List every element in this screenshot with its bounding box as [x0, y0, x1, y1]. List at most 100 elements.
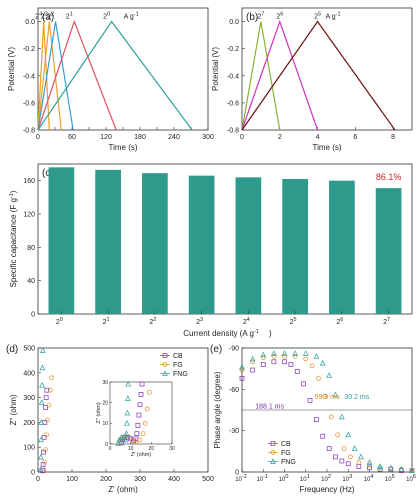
panel-c-xtick-label-4: 24 [243, 317, 250, 326]
panel-d-inset-ylabel: Z'' (ohm) [96, 402, 102, 424]
panel-d-inset-point-FNG [125, 380, 132, 387]
panel-e-point-CB [301, 381, 306, 387]
panel-e-xtick-label: 100 [279, 474, 289, 483]
panel-c-xtick-label-5: 25 [290, 317, 297, 326]
panel-d-xlabel: Z' (ohm) [108, 485, 138, 494]
panel-d-inset-point-CB [138, 392, 144, 397]
panel-d-inset-xtick-label: 30 [169, 446, 175, 452]
panel-d-point-FG [42, 459, 47, 465]
panel-a-series-0 [37, 21, 50, 131]
panel-e-point-FNG [409, 467, 415, 473]
panel-d-legend-marker [162, 370, 168, 376]
panel-c-xlabel: Current density (A g-1 [183, 329, 259, 338]
panel-e-point-FNG [292, 350, 298, 356]
panel-b-xtick-label: 6 [353, 134, 357, 141]
panel-d-inset-point-FG [133, 439, 139, 445]
panel-e-legend-marker [270, 441, 276, 446]
panel-d-inset-point-FG [146, 389, 152, 395]
panel-b-ytick-label: -0.2 [227, 46, 239, 53]
panel-e-ytick-label: -30 [229, 428, 239, 435]
panel-a-series-label-0: 24 [35, 12, 42, 21]
panel-d-point-CB [40, 462, 46, 467]
panel-d-point-CB [43, 395, 49, 400]
panel-d-point-FG [43, 447, 48, 453]
panel-b-series-label-2: 25 [314, 12, 321, 21]
panel-d-inset-point-FNG [122, 436, 129, 443]
panel-e-point-FG [292, 353, 298, 359]
panel-b-ytick-label: -0.6 [227, 100, 239, 107]
panel-c-bar-0 [48, 167, 75, 314]
panel-d-inset-point-FNG [120, 434, 127, 441]
panel-a-xtick-label: 0 [36, 134, 40, 141]
panel-e-legend-CB: CB [281, 441, 291, 448]
panel-c-ytick-label: 120 [23, 212, 35, 219]
panel-d-ytick-label: 200 [23, 420, 35, 427]
panel-c-xtick-label-2: 22 [149, 317, 156, 326]
panel-e-point-CB [377, 466, 383, 472]
panel-d-point-FNG [39, 347, 46, 353]
panel-c-ylabel: Specific capacitance (F g-1) [9, 190, 18, 287]
panel-c-ytick-label: 80 [27, 245, 35, 252]
panel-e-xtick-label: 106 [406, 474, 416, 483]
panel-e-point-FNG [398, 465, 405, 472]
panel-c-ytick-label: 160 [23, 178, 35, 185]
panel-d-legend-marker [162, 362, 168, 367]
panel-a-xtick-label: 240 [168, 134, 180, 141]
panel-d-inset-point-FG [130, 438, 136, 444]
panel-b-frame [241, 7, 413, 131]
panel-e-legend-marker [270, 450, 276, 455]
panel-e-point-CB [307, 398, 313, 403]
panel-a-series-label-3: 21 [66, 12, 73, 21]
panel-c-annotation: 86.1% [376, 172, 402, 182]
panel-e-point-FNG [366, 459, 373, 465]
panel-b-xtick-label: 0 [240, 134, 244, 141]
panel-d-inset-xlabel: Z' (ohm) [131, 452, 151, 458]
panel-e-point-FG [309, 363, 315, 369]
panel-c-bar-5 [282, 179, 308, 314]
panel-a-xtick-label: 60 [68, 134, 76, 141]
panel-d-legend-marker [162, 353, 168, 358]
panel-d-ytick-label: 400 [23, 370, 35, 377]
panel-e-point-FG [303, 356, 309, 362]
panel-e-xtick-label: 10-2 [235, 474, 247, 483]
panel-e-point-FNG [281, 350, 288, 356]
panel-e-point-FNG [302, 350, 309, 356]
panel-d-inset-point-CB [136, 412, 142, 418]
panel-a-series-label-1: 23 [41, 12, 48, 21]
panel-e-point-FNG [332, 391, 339, 398]
panel-a-ytick-label: -0.8 [23, 128, 35, 135]
panel-e-point-CB [333, 454, 338, 460]
panel-c-bar-7 [375, 188, 402, 314]
panel-e-point-FNG [345, 431, 352, 438]
panel-b-label: (b) [246, 12, 258, 23]
panel-c-frame [37, 163, 413, 315]
panel-d-inset-point-FNG [124, 409, 131, 416]
panel-e-ytick-label: 0 [235, 470, 239, 477]
panel-c-xtick-label-7: 27 [383, 317, 390, 326]
panel-a-series-label-2: 22 [47, 12, 54, 21]
panel-e-point-CB [282, 359, 287, 365]
panel-d-point-FNG [38, 453, 44, 460]
panel-c-xtick-label-3: 23 [196, 317, 203, 326]
panel-d-ylabel: Z'' (ohm) [9, 394, 18, 425]
panel-d-ytick-label: 500 [23, 346, 35, 353]
panel-d-inset-point-CB [139, 381, 145, 387]
panel-d-inset-ytick-label: 30 [102, 380, 108, 386]
panel-c-ytick-label: 0 [31, 312, 35, 319]
panel-e-point-CB [260, 362, 266, 367]
panel-b-series-1 [241, 19, 319, 131]
panel-d-point-FG [49, 375, 54, 381]
panel-e-point-FG [260, 355, 266, 360]
panel-d-ytick-label: 300 [23, 395, 35, 402]
panel-e-point-FNG [249, 355, 256, 362]
panel-a-series-4 [37, 20, 193, 131]
panel-e-point-FG [335, 432, 340, 438]
panel-e-point-FNG [260, 351, 267, 358]
panel-e-point-CB [326, 446, 332, 451]
panel-d-ytick-label: 100 [23, 445, 35, 452]
panel-a-xtick-label: 300 [202, 134, 214, 141]
panel-b-ytick-label: -0.8 [227, 128, 239, 135]
panel-c-bar-1 [95, 169, 121, 314]
panel-d-inset-ytick-label: 10 [102, 421, 108, 427]
panel-d-point-FNG [38, 419, 45, 425]
